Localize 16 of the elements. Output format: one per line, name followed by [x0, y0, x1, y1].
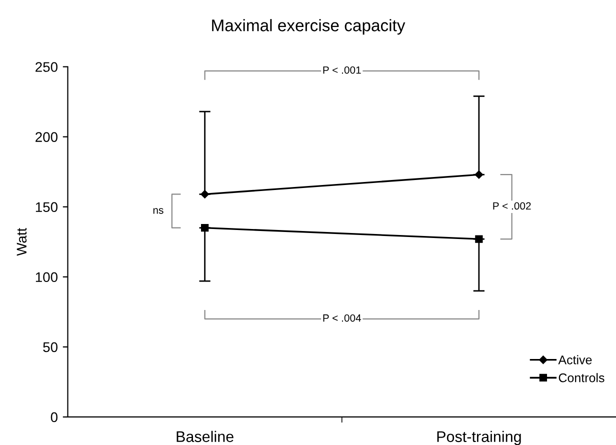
legend-label: Controls [558, 373, 604, 382]
y-tick-label: 0 [50, 412, 58, 422]
y-axis-title: Watt [16, 228, 27, 256]
annotation: P < .001 [323, 66, 361, 74]
chart-title: Maximal exercise capacity [212, 19, 406, 35]
y-tick-label: 100 [36, 272, 58, 282]
y-tick-label: 250 [36, 62, 58, 72]
annotation: ns [153, 208, 164, 214]
annotation: P < .004 [323, 314, 362, 322]
annotation: P < .002 [493, 202, 531, 210]
x-tick-label: Baseline [176, 430, 234, 442]
y-tick-label: 150 [36, 202, 58, 212]
x-tick-label: Post-training [437, 430, 521, 445]
y-tick-label: 50 [43, 342, 58, 352]
y-tick-label: 200 [36, 132, 58, 142]
legend-label: Active [558, 355, 592, 364]
